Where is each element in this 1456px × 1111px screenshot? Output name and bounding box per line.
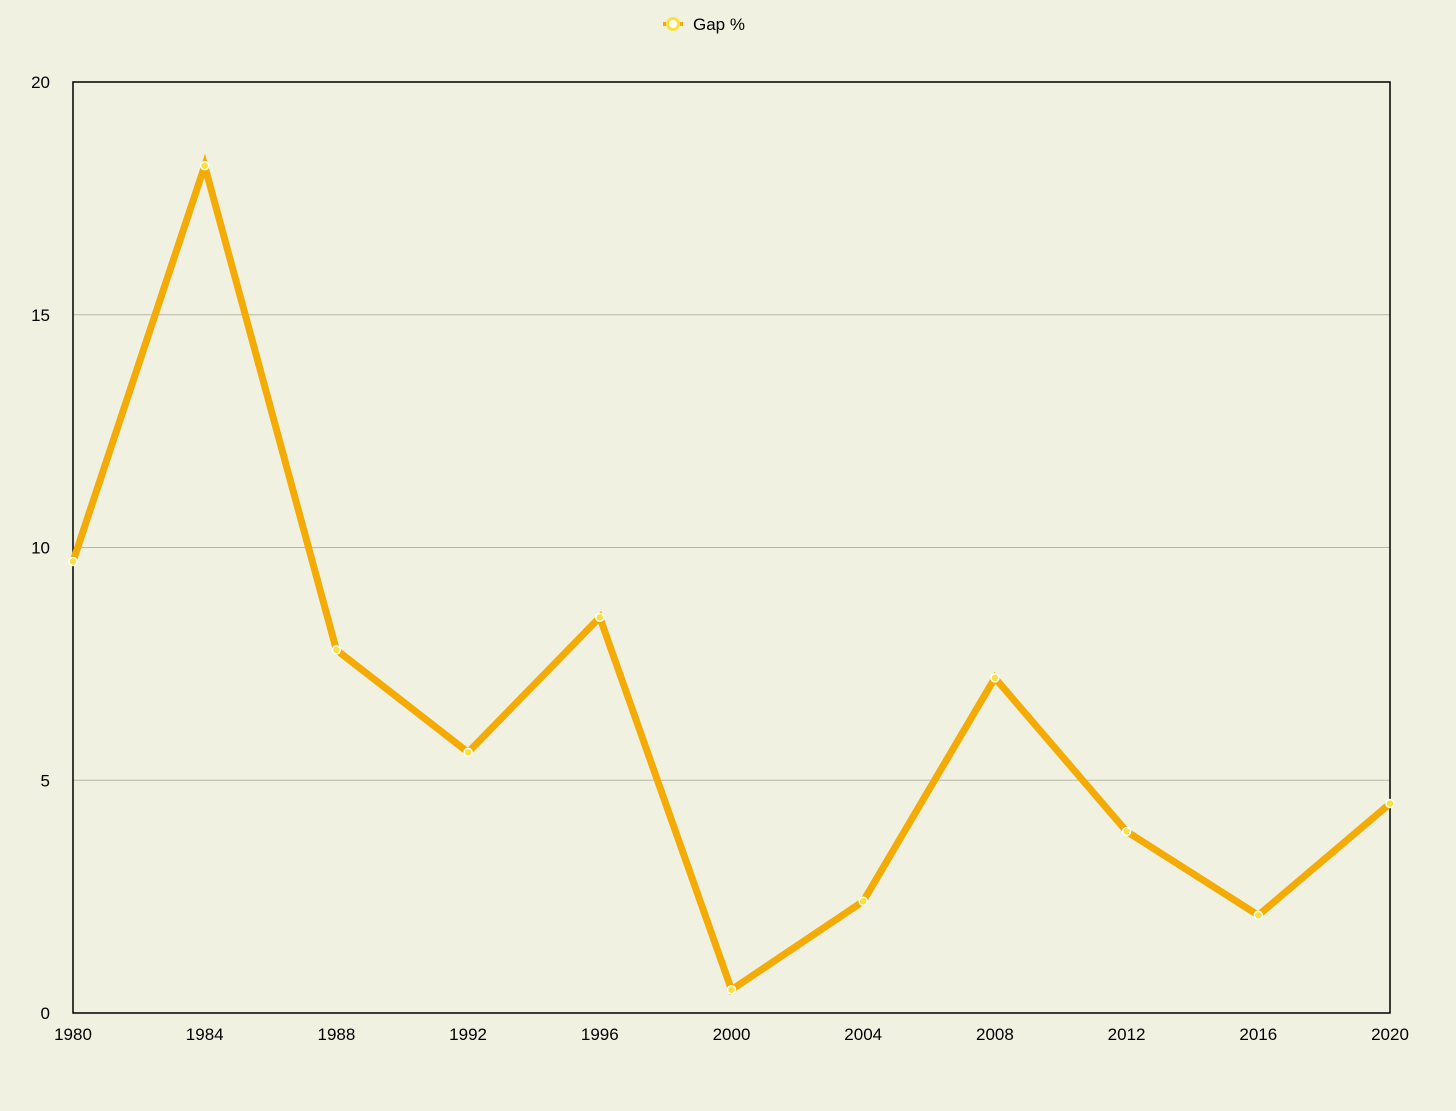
y-tick-label: 10 bbox=[31, 539, 50, 558]
y-tick-labels: 0 5 10 15 20 bbox=[31, 73, 50, 1023]
x-tick-label: 1988 bbox=[317, 1025, 355, 1044]
data-point[interactable] bbox=[858, 896, 868, 907]
x-tick-label: 1992 bbox=[449, 1025, 487, 1044]
x-tick-label: 2016 bbox=[1239, 1025, 1277, 1044]
y-tick-label: 20 bbox=[31, 73, 50, 92]
x-tick-labels: 1980 1984 1988 1992 1996 2000 2004 2008 2012 2016… bbox=[54, 1025, 1409, 1044]
legend-label: Gap % bbox=[693, 15, 745, 34]
x-tick-label: 1996 bbox=[581, 1025, 619, 1044]
data-point[interactable] bbox=[1121, 826, 1132, 837]
data-point[interactable] bbox=[726, 984, 737, 995]
data-point[interactable] bbox=[990, 673, 1000, 683]
x-tick-label: 2008 bbox=[976, 1025, 1014, 1044]
data-point[interactable] bbox=[68, 556, 78, 567]
x-tick-label: 1980 bbox=[54, 1025, 92, 1044]
series-line bbox=[69, 153, 1393, 996]
gridlines bbox=[73, 314, 1390, 781]
series-layer bbox=[68, 153, 1395, 996]
x-tick-label: 2004 bbox=[844, 1025, 882, 1044]
data-point[interactable] bbox=[331, 645, 342, 655]
y-tick-label: 0 bbox=[41, 1004, 50, 1023]
legend[interactable]: Gap % bbox=[663, 15, 745, 34]
legend-marker-icon bbox=[666, 17, 680, 31]
data-point[interactable] bbox=[199, 161, 210, 171]
data-point[interactable] bbox=[1253, 910, 1264, 920]
y-tick-label: 5 bbox=[41, 771, 50, 790]
x-tick-label: 2020 bbox=[1371, 1025, 1409, 1044]
x-tick-label: 2012 bbox=[1108, 1025, 1146, 1044]
x-tick-label: 2000 bbox=[713, 1025, 751, 1044]
y-tick-label: 15 bbox=[31, 306, 50, 325]
axes bbox=[72, 81, 1391, 1014]
data-point[interactable] bbox=[595, 612, 605, 623]
data-point[interactable] bbox=[1385, 798, 1395, 809]
data-point[interactable] bbox=[463, 747, 473, 758]
plot-frame bbox=[72, 81, 1391, 1014]
x-tick-label: 1984 bbox=[186, 1025, 224, 1044]
